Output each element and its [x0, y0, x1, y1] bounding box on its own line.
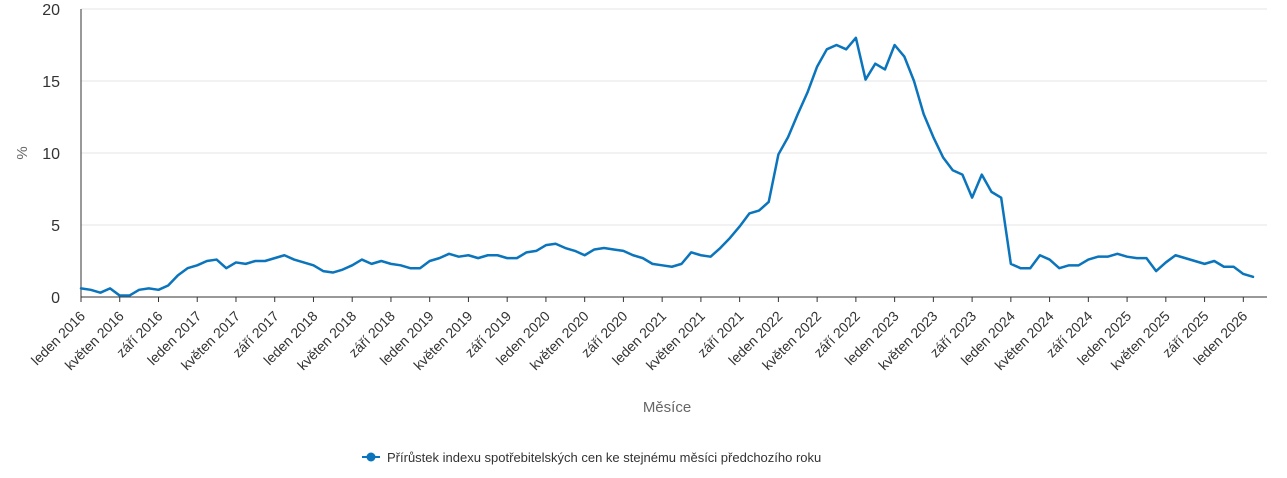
x-axis-title: Měsíce — [643, 399, 691, 416]
series-layer — [79, 36, 1255, 297]
y-axis: 0 5 10 15 20 — [42, 2, 82, 307]
y-tick-label: 20 — [42, 2, 60, 19]
legend-label: Přírůstek indexu spotřebitelských cen ke… — [387, 450, 821, 465]
y-tick-label: 10 — [42, 146, 60, 163]
y-axis-title: % — [14, 146, 31, 159]
y-tick-label: 0 — [51, 290, 60, 307]
y-tick-label: 15 — [42, 74, 60, 91]
legend[interactable]: Přírůstek indexu spotřebitelských cen ke… — [362, 450, 821, 465]
legend-dot-marker — [366, 452, 376, 462]
y-tick-label: 5 — [51, 218, 60, 235]
series-line[interactable] — [79, 36, 1255, 297]
grid-lines — [81, 8, 1267, 226]
